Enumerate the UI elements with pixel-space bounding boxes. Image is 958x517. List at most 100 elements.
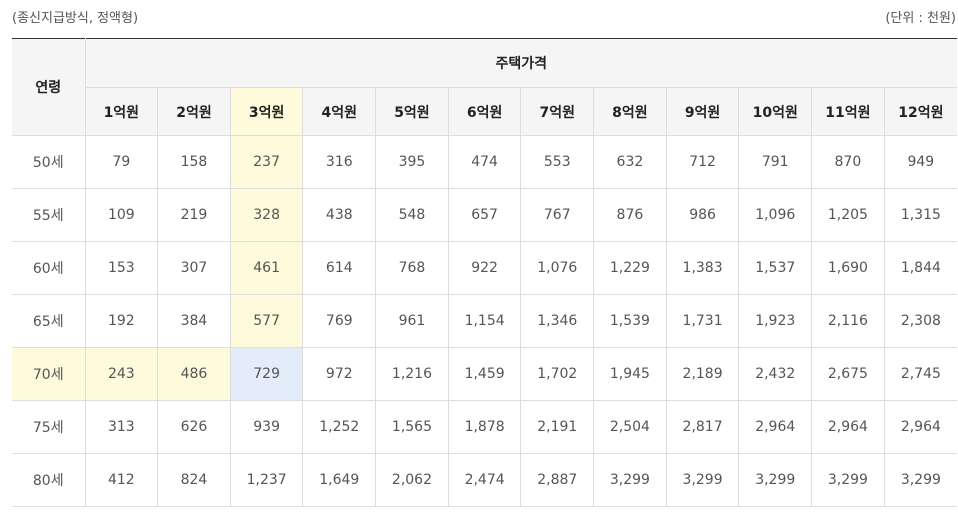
- value-cell: 412: [84, 453, 159, 507]
- value-cell: 870: [811, 135, 885, 189]
- value-cell: 3,299: [883, 453, 957, 507]
- house-price-header-row: 1억원 2억원 3억원 4억원 5억원 6억원 7억원 8억원 9억원 10억원…: [12, 87, 957, 136]
- value-cell: 79: [84, 135, 159, 189]
- value-cell: 474: [447, 135, 522, 189]
- value-cell: 153: [84, 241, 159, 295]
- age-cell: 80세: [12, 453, 86, 507]
- price-header-2: 2억원: [157, 87, 231, 136]
- value-cell: 712: [665, 135, 740, 189]
- value-cell: 548: [375, 188, 449, 242]
- value-cell: 158: [157, 135, 231, 189]
- price-header-5: 5억원: [375, 87, 449, 136]
- price-header-9: 9억원: [665, 87, 740, 136]
- price-header-12: 12억원: [883, 87, 957, 136]
- value-cell: 2,745: [883, 347, 957, 401]
- monthly-payment-table: 연령 주택가격 1억원 2억원 3억원 4억원 5억원 6억원 7억원 8억원 …: [12, 38, 957, 507]
- value-cell: 1,649: [302, 453, 377, 507]
- value-cell: 768: [375, 241, 449, 295]
- value-cell: 1,459: [447, 347, 522, 401]
- value-cell: 2,191: [520, 400, 595, 454]
- price-header-8: 8억원: [593, 87, 667, 136]
- value-cell: 3,299: [593, 453, 667, 507]
- value-cell: 767: [520, 188, 595, 242]
- value-cell: 949: [883, 135, 957, 189]
- value-cell: 769: [302, 294, 377, 348]
- value-cell: 2,116: [811, 294, 885, 348]
- value-cell: 1,205: [811, 188, 885, 242]
- value-cell: 2,308: [883, 294, 957, 348]
- value-cell: 1,923: [738, 294, 813, 348]
- value-cell-highlighted: 237: [229, 135, 304, 189]
- value-cell: 395: [375, 135, 449, 189]
- value-cell: 1,346: [520, 294, 595, 348]
- value-cell: 2,504: [593, 400, 667, 454]
- value-cell: 986: [665, 188, 740, 242]
- value-cell: 939: [229, 400, 304, 454]
- value-cell: 1,383: [665, 241, 740, 295]
- value-cell: 384: [157, 294, 231, 348]
- age-cell: 75세: [12, 400, 86, 454]
- value-cell: 961: [375, 294, 449, 348]
- value-cell: 1,539: [593, 294, 667, 348]
- value-cell: 2,964: [811, 400, 885, 454]
- price-header-6: 6억원: [447, 87, 522, 136]
- value-cell-highlighted: 328: [229, 188, 304, 242]
- value-cell: 219: [157, 188, 231, 242]
- value-cell: 307: [157, 241, 231, 295]
- price-header-10: 10억원: [738, 87, 813, 136]
- value-cell: 2,964: [883, 400, 957, 454]
- value-cell: 313: [84, 400, 159, 454]
- value-cell: 316: [302, 135, 377, 189]
- price-header-11: 11억원: [811, 87, 885, 136]
- value-cell: 1,702: [520, 347, 595, 401]
- price-header-1: 1억원: [85, 87, 159, 136]
- value-cell: 2,887: [520, 453, 595, 507]
- value-cell: 1,237: [229, 453, 304, 507]
- price-header-3-highlighted: 3억원: [229, 87, 304, 136]
- value-cell-highlighted: 577: [229, 294, 304, 348]
- unit-caption: (단위 : 천원): [885, 11, 956, 26]
- value-cell: 3,299: [738, 453, 813, 507]
- value-cell: 1,096: [738, 188, 813, 242]
- value-cell: 438: [302, 188, 377, 242]
- value-cell: 109: [84, 188, 159, 242]
- table-row: 55세 109 219 328 438 548 657 767 876 986 …: [12, 188, 957, 242]
- table-body: 50세 79 158 237 316 395 474 553 632 712 7…: [12, 135, 957, 507]
- value-cell: 632: [593, 135, 667, 189]
- value-cell: 2,964: [738, 400, 813, 454]
- value-cell: 1,945: [593, 347, 667, 401]
- value-cell: 553: [520, 135, 595, 189]
- value-cell: 1,731: [665, 294, 740, 348]
- table-row: 50세 79 158 237 316 395 474 553 632 712 7…: [12, 135, 957, 189]
- value-cell: 3,299: [665, 453, 740, 507]
- value-cell: 1,537: [738, 241, 813, 295]
- value-cell: 1,076: [520, 241, 595, 295]
- value-cell: 1,154: [447, 294, 522, 348]
- value-cell: 626: [157, 400, 231, 454]
- value-cell: 192: [84, 294, 159, 348]
- value-cell: 2,432: [738, 347, 813, 401]
- table-row: 80세 412 824 1,237 1,649 2,062 2,474 2,88…: [12, 453, 957, 507]
- table-row-highlighted: 70세 243 486 729 972 1,216 1,459 1,702 1,…: [12, 347, 957, 401]
- value-cell: 3,299: [811, 453, 885, 507]
- value-cell-highlighted: 461: [229, 241, 304, 295]
- value-cell: 1,565: [375, 400, 449, 454]
- value-cell: 1,878: [447, 400, 522, 454]
- table-row: 65세 192 384 577 769 961 1,154 1,346 1,53…: [12, 294, 957, 348]
- value-cell: 657: [447, 188, 522, 242]
- value-cell: 922: [447, 241, 522, 295]
- value-cell: 876: [593, 188, 667, 242]
- value-cell: 1,315: [883, 188, 957, 242]
- value-cell: 1,690: [811, 241, 885, 295]
- value-cell: 2,675: [811, 347, 885, 401]
- caption-row: (종신지급방식, 정액형) (단위 : 천원): [0, 0, 958, 30]
- price-header-7: 7억원: [520, 87, 595, 136]
- payment-method-caption: (종신지급방식, 정액형): [12, 11, 139, 26]
- value-cell: 2,062: [375, 453, 449, 507]
- table-row: 60세 153 307 461 614 768 922 1,076 1,229 …: [12, 241, 957, 295]
- value-cell: 1,252: [302, 400, 377, 454]
- value-cell: 1,216: [375, 347, 449, 401]
- age-column-header: 연령: [12, 38, 86, 136]
- value-cell: 2,817: [665, 400, 740, 454]
- table-row: 75세 313 626 939 1,252 1,565 1,878 2,191 …: [12, 400, 957, 454]
